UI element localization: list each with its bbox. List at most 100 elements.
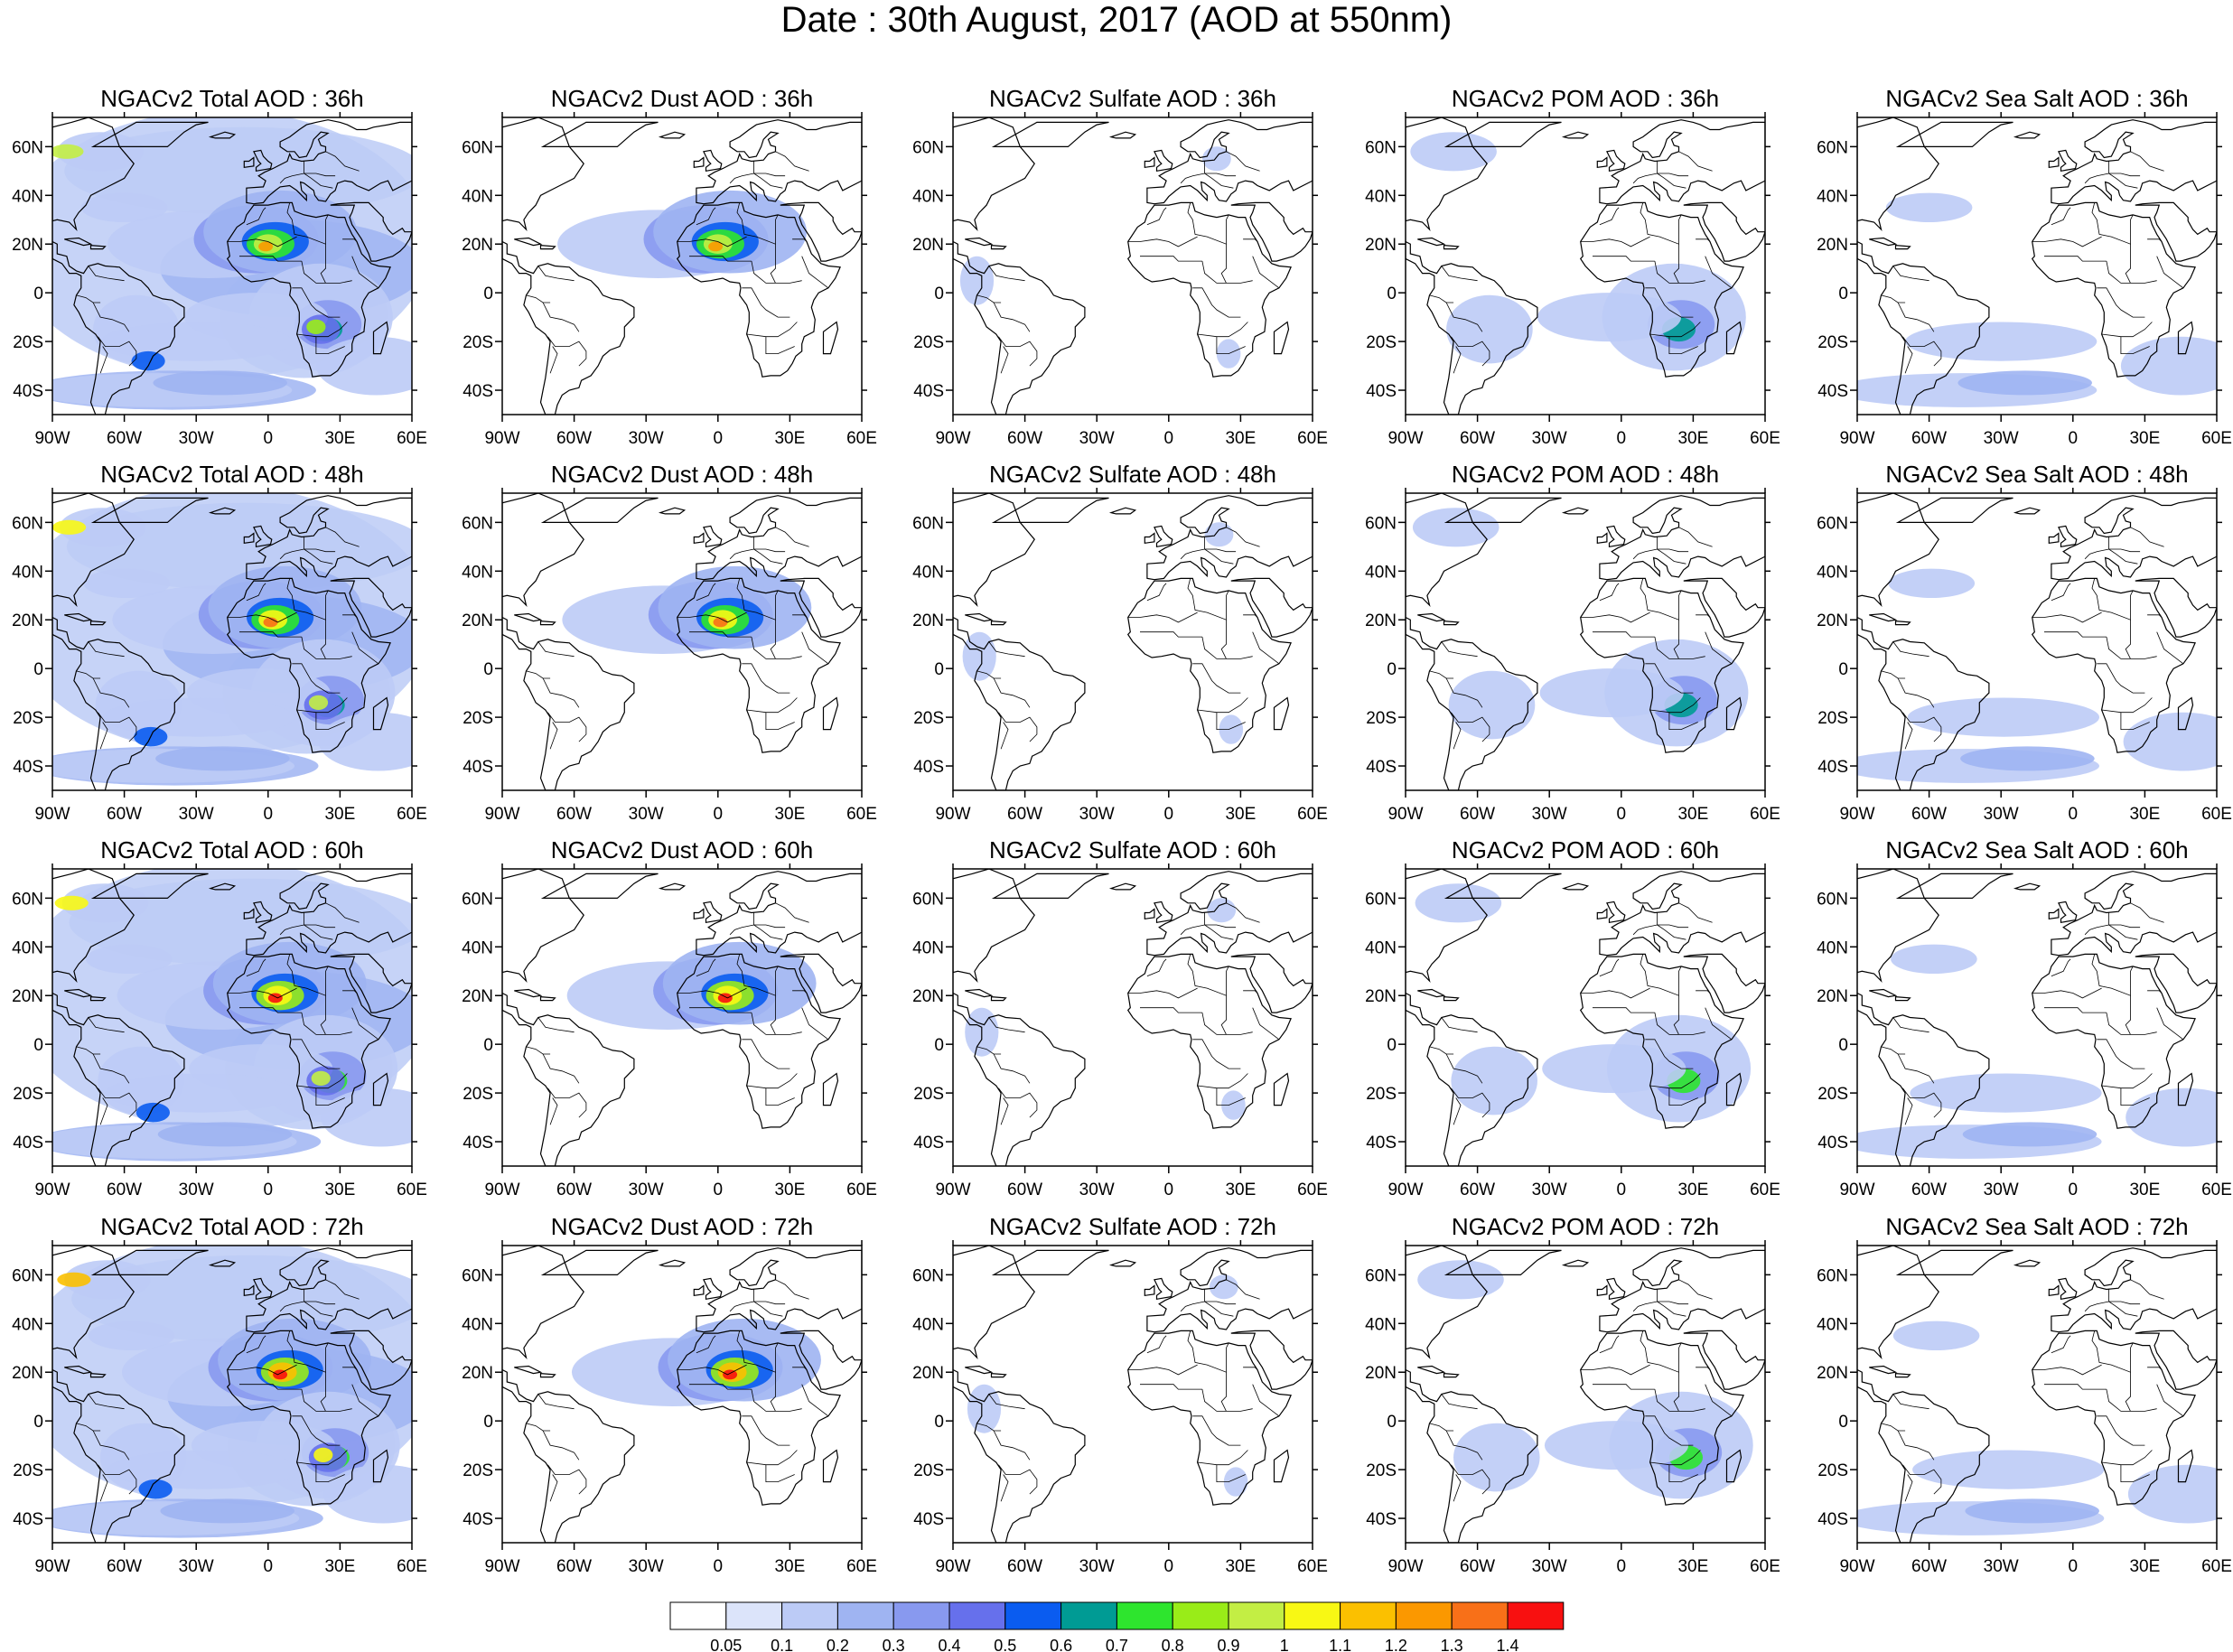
lon-tick-label: 60W	[1911, 1557, 1947, 1576]
country-border	[753, 537, 783, 565]
lat-tick-label: 40S	[462, 758, 493, 777]
map-panel-dust-1: NGACv2 Dust AOD : 36h 90W 60W 30W 0 30E 60E 60N…	[462, 85, 877, 448]
lat-tick-label: 60N	[462, 138, 493, 157]
lat-tick-label: 0	[483, 660, 493, 679]
country-border	[2106, 1389, 2157, 1412]
country-border	[537, 641, 575, 658]
country-border	[2130, 151, 2164, 172]
lon-tick-label: 90W	[1387, 1181, 1423, 1199]
country-border	[304, 1289, 333, 1317]
lon-tick-label: 30E	[1677, 429, 1708, 448]
country-border	[1902, 1087, 1942, 1118]
aod-plume	[1544, 1421, 1689, 1470]
country-border	[76, 1046, 101, 1055]
coastline	[89, 244, 107, 250]
country-border	[1599, 1335, 1620, 1354]
lat-tick-label: 40S	[913, 382, 944, 401]
country-border	[246, 958, 266, 977]
coastline	[372, 696, 389, 731]
lon-tick-label: 60W	[107, 805, 142, 824]
coastline	[1273, 321, 1290, 355]
aod-plume	[86, 944, 173, 975]
aod-plume	[321, 1087, 412, 1147]
aod-field	[52, 1246, 412, 1543]
lat-tick-label: 0	[1387, 1413, 1397, 1432]
coastline	[953, 869, 1035, 983]
country-border	[325, 902, 360, 923]
country-border	[286, 202, 329, 245]
panel-frame	[501, 492, 863, 791]
colorbar-label: 0.05	[710, 1637, 742, 1652]
coastline	[1453, 800, 1465, 803]
lon-tick-label: 30W	[1984, 1181, 2019, 1199]
coastline	[2048, 1284, 2060, 1296]
coastline	[550, 800, 562, 803]
country-border	[1201, 1013, 1253, 1035]
panel-title: NGACv2 Sea Salt AOD : 72h	[1885, 1213, 2188, 1240]
country-border	[1678, 902, 1713, 923]
lon-tick-label: 60E	[397, 1557, 427, 1576]
lon-tick-label: 0	[2069, 1557, 2079, 1576]
map-panel-sulfate-1: NGACv2 Sulfate AOD : 36h 90W 60W 30W 0 30E 60E…	[912, 85, 1328, 448]
aod-plume	[273, 1369, 288, 1380]
country-border	[1580, 611, 1650, 623]
country-border	[1453, 1474, 1462, 1502]
coastline	[1905, 800, 1917, 803]
country-border	[1127, 1364, 1198, 1376]
country-border	[1220, 244, 1227, 284]
coastline	[1905, 425, 1917, 427]
coastline	[703, 149, 723, 173]
panel-frame	[501, 117, 863, 415]
country-border	[1580, 236, 1650, 247]
lat-tick-label: 20N	[1365, 611, 1397, 630]
coastline	[540, 873, 659, 899]
lat-tick-label: 0	[1838, 1413, 1848, 1432]
panel-title: NGACv2 POM AOD : 60h	[1452, 836, 1719, 863]
country-border	[320, 995, 326, 1035]
lon-tick-label: 30W	[1079, 429, 1115, 448]
coastline	[372, 321, 389, 355]
coastline	[1561, 1259, 1590, 1267]
lon-tick-label: 0	[2069, 429, 2079, 448]
lon-tick-label: 0	[1617, 1557, 1627, 1576]
coastline	[696, 119, 862, 205]
coastline	[1894, 995, 1911, 1002]
lon-tick-label: 30W	[629, 1181, 664, 1199]
coastline	[1857, 1368, 1990, 1543]
colorbar-swatch	[1172, 1601, 1229, 1630]
coastline	[1895, 121, 2013, 147]
coastline	[1725, 696, 1742, 731]
country-border	[1226, 151, 1260, 172]
country-border	[2156, 1007, 2184, 1041]
country-border	[1599, 583, 1620, 602]
country-border	[2156, 256, 2184, 289]
country-border	[751, 637, 802, 659]
country-border	[92, 677, 130, 708]
coastline	[953, 1246, 1035, 1359]
country-border	[1881, 294, 1906, 303]
lon-tick-label: 60W	[107, 1181, 142, 1199]
lat-tick-label: 60N	[12, 890, 43, 909]
colorbar-swatch	[892, 1601, 950, 1630]
aod-plume	[962, 631, 996, 681]
aod-plume	[2123, 712, 2217, 771]
country-border	[549, 346, 558, 374]
coastline	[90, 1249, 209, 1275]
coastline	[1146, 119, 1313, 205]
lon-tick-label: 90W	[1839, 805, 1874, 824]
country-border	[1000, 1474, 1009, 1502]
country-border	[1429, 1046, 1454, 1055]
country-border	[988, 641, 1025, 658]
lat-tick-label: 20S	[462, 1085, 493, 1104]
country-border	[1187, 1330, 1229, 1373]
panel-title: NGACv2 Sulfate AOD : 48h	[989, 461, 1276, 488]
country-border	[1904, 1097, 1913, 1125]
aod-plume	[1204, 522, 1234, 547]
country-border	[542, 302, 580, 332]
country-border	[1897, 677, 1935, 708]
coastline	[514, 237, 543, 247]
lon-tick-label: 30W	[1984, 805, 2019, 824]
coastline	[1683, 953, 1765, 1013]
lat-tick-label: 20S	[913, 709, 944, 728]
colorbar-swatch	[1284, 1601, 1341, 1630]
